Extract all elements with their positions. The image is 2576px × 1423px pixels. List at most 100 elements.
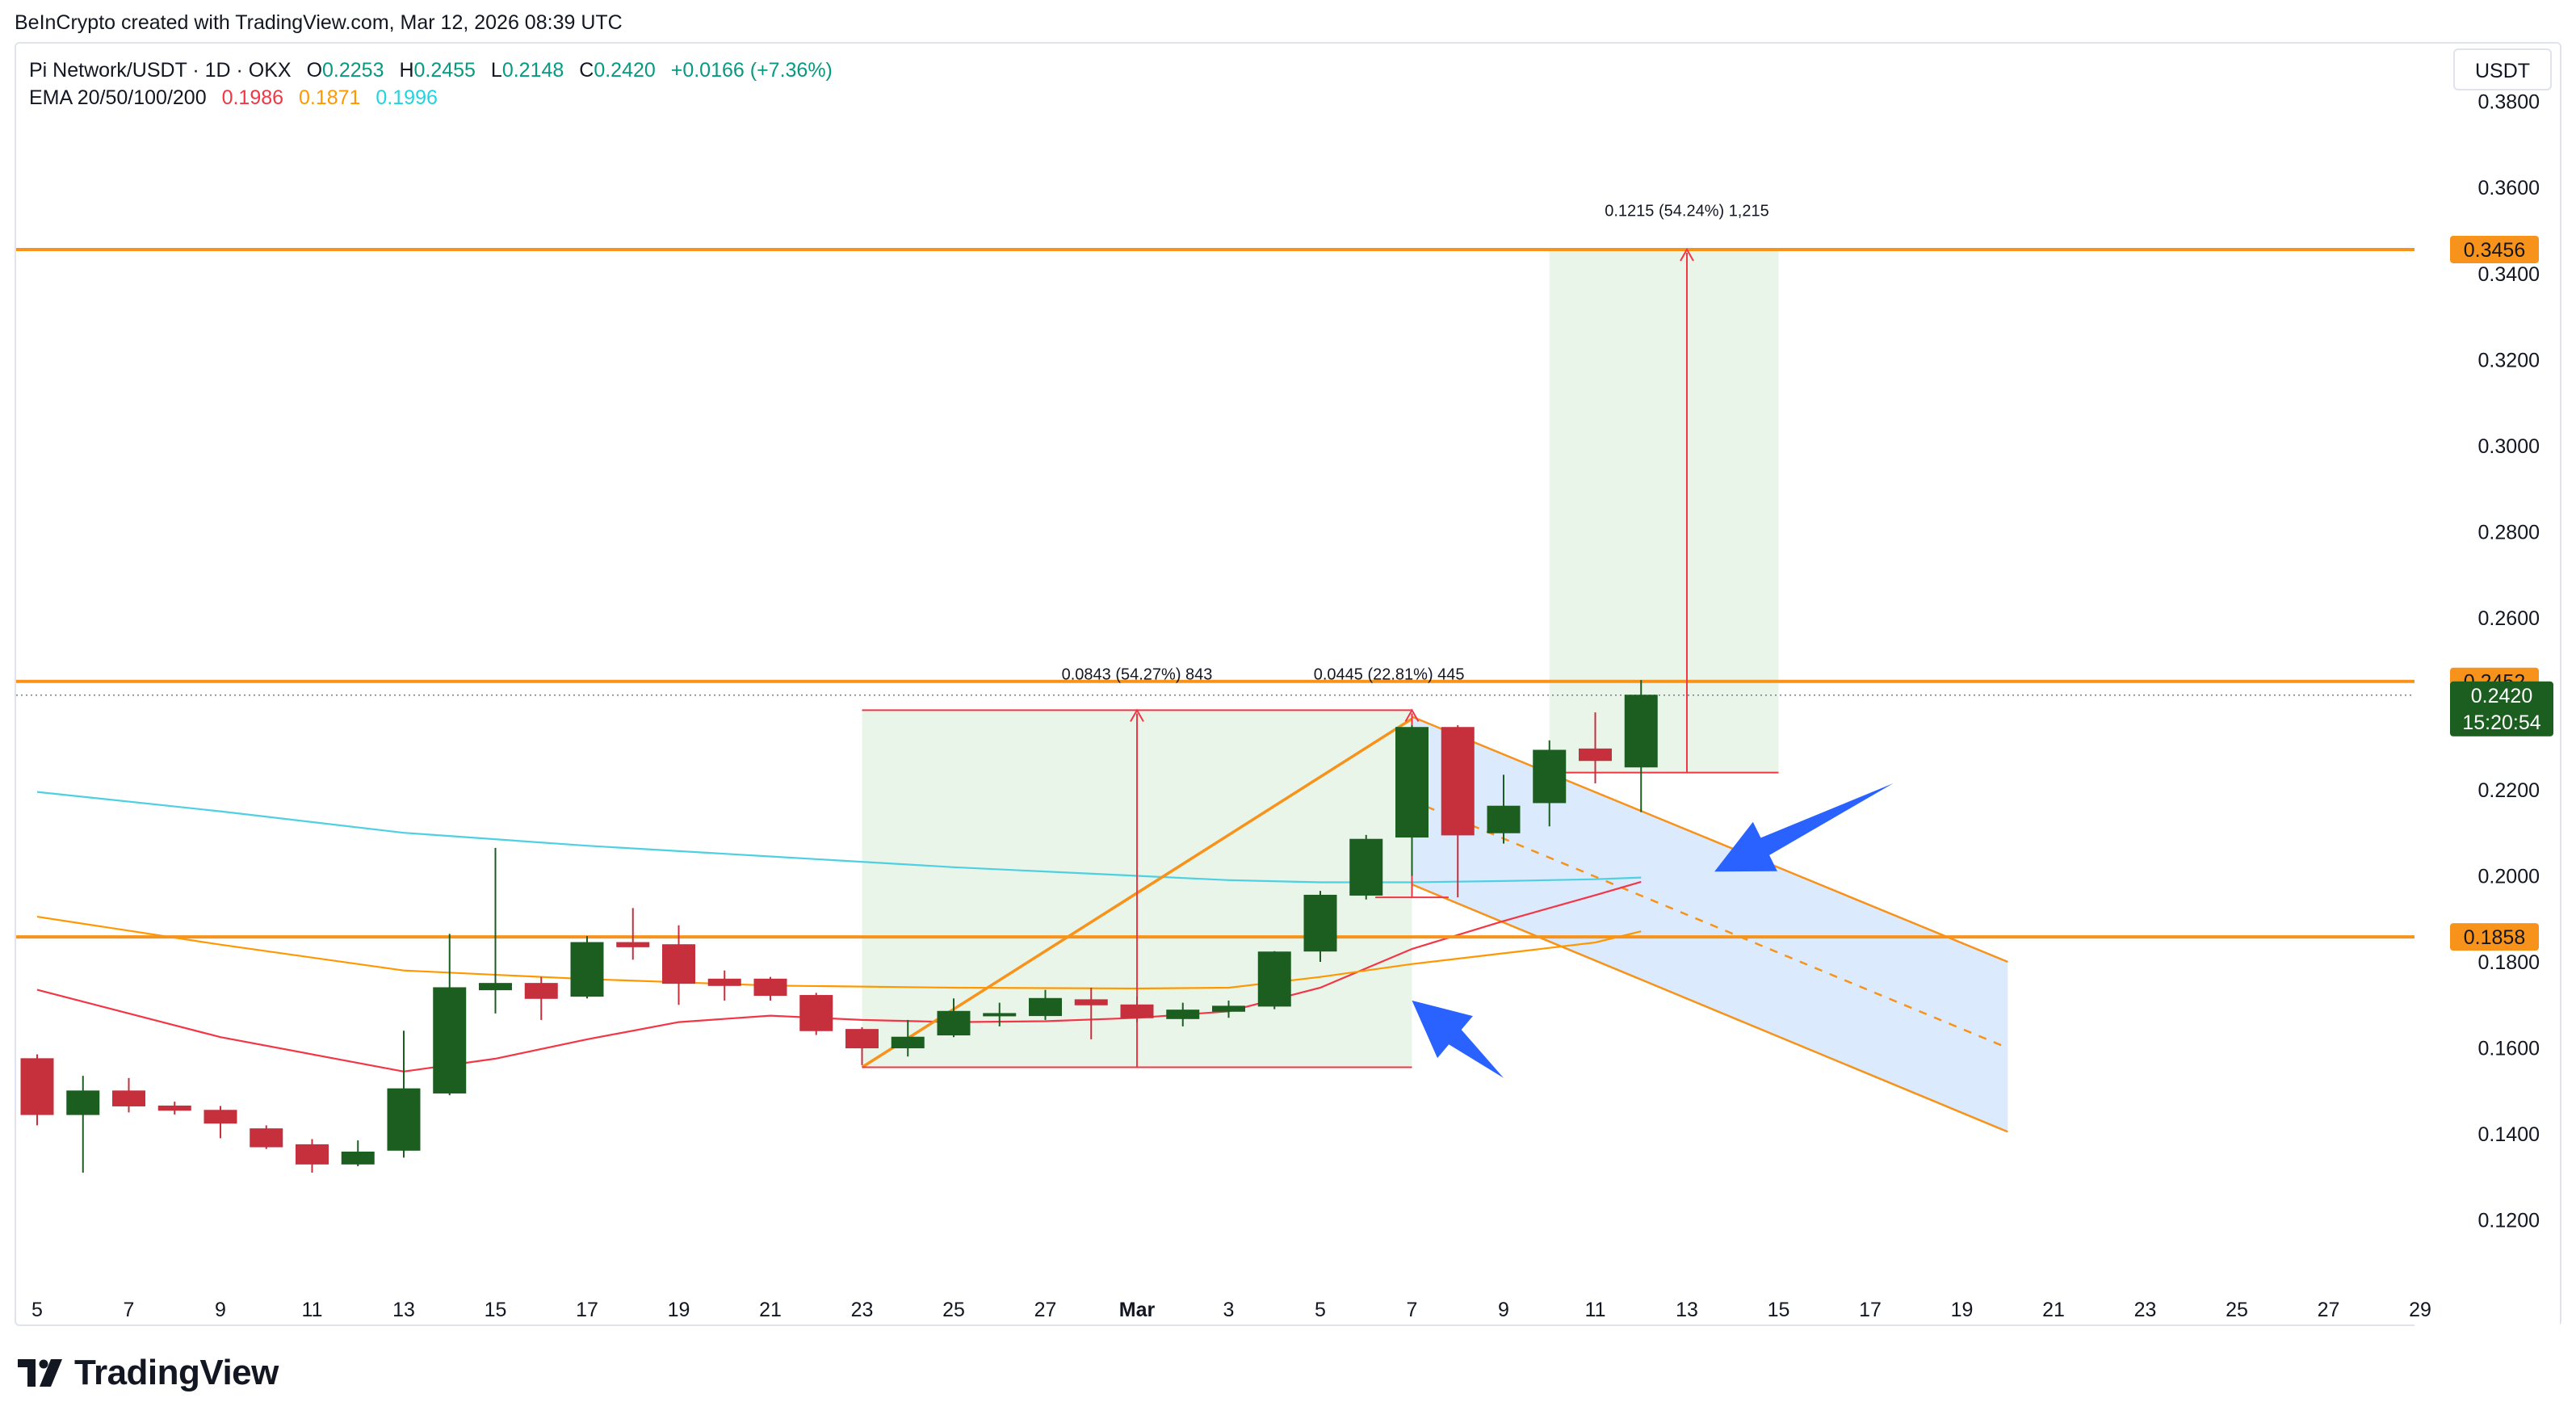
candle-body-36 xyxy=(1624,695,1658,768)
legend: Pi Network/USDT · 1D · OKX O0.2253 H0.24… xyxy=(29,57,842,111)
price-tick-13: 0.1200 xyxy=(2478,1210,2540,1232)
legend-high-label: H xyxy=(399,59,414,82)
legend-high: 0.2455 xyxy=(413,59,476,82)
pointer-arrow-icon-1 xyxy=(1714,783,1894,872)
candle-body-23 xyxy=(1029,997,1062,1017)
legend-low-label: L xyxy=(490,59,502,82)
measure-arrowhead-2 xyxy=(1404,708,1420,722)
price-tick-7: 0.2600 xyxy=(2478,607,2540,630)
candle-body-2 xyxy=(66,1090,100,1115)
channel-mid-line xyxy=(1412,800,2008,1049)
candle-body-10 xyxy=(433,987,467,1093)
candle-body-5 xyxy=(203,1110,237,1124)
tradingview-logo-text: TradingView xyxy=(74,1353,279,1392)
candle-body-22 xyxy=(983,1013,1017,1017)
candle-body-18 xyxy=(799,995,833,1031)
legend-open: 0.2253 xyxy=(322,59,384,82)
level-price-badge-1 xyxy=(2450,235,2539,263)
current-price-badge xyxy=(2450,681,2553,737)
time-tick-1: 5 xyxy=(31,1299,43,1321)
descending-channel-fill xyxy=(1412,716,2008,1132)
candle-body-15 xyxy=(662,944,695,984)
measure-label-3: 0.1215 (54.24%) 1,215 xyxy=(1605,203,1769,220)
level-price-badge-3 xyxy=(2450,923,2539,951)
time-tick-22: 19 xyxy=(1951,1299,1974,1321)
price-tick-10: 0.1800 xyxy=(2478,951,2540,974)
measure-label-2: 0.0445 (22.81%) 445 xyxy=(1314,666,1465,684)
level-price-badge-text-1: 0.3456 xyxy=(2464,239,2525,262)
price-tick-4: 0.3200 xyxy=(2478,349,2540,371)
candle-body-4 xyxy=(157,1105,191,1111)
candle-body-30 xyxy=(1349,838,1383,896)
time-tick-20: 15 xyxy=(1768,1299,1790,1321)
candle-body-7 xyxy=(296,1144,329,1165)
tradingview-logo[interactable]: TradingView xyxy=(18,1350,279,1396)
legend-change: +0.0166 (+7.36%) xyxy=(670,59,833,82)
time-tick-17: 9 xyxy=(1498,1299,1509,1321)
candle-body-27 xyxy=(1212,1005,1245,1012)
candle-body-16 xyxy=(707,978,741,986)
time-tick-2: 7 xyxy=(124,1299,135,1321)
price-tick-9: 0.2000 xyxy=(2478,865,2540,888)
time-tick-9: 21 xyxy=(759,1299,782,1321)
time-tick-14: 3 xyxy=(1223,1299,1235,1321)
price-tick-6: 0.2800 xyxy=(2478,521,2540,544)
time-tick-7: 17 xyxy=(576,1299,598,1321)
candle-body-19 xyxy=(845,1029,879,1049)
channel-upper-line xyxy=(1412,716,2008,963)
time-tick-16: 7 xyxy=(1407,1299,1418,1321)
time-tick-5: 13 xyxy=(392,1299,415,1321)
legend-ema-row: EMA 20/50/100/200 0.1986 0.1871 0.1996 xyxy=(29,84,842,111)
measure-zone-3 xyxy=(1549,249,1779,773)
time-tick-23: 21 xyxy=(2042,1299,2065,1321)
time-tick-10: 23 xyxy=(851,1299,874,1321)
time-tick-6: 15 xyxy=(485,1299,507,1321)
legend-ema20: 0.1986 xyxy=(221,86,284,109)
price-tick-5: 0.3000 xyxy=(2478,435,2540,458)
price-tick-3: 0.3400 xyxy=(2478,263,2540,286)
tradingview-logo-icon xyxy=(18,1359,62,1387)
candle-body-35 xyxy=(1579,748,1612,762)
candle-body-26 xyxy=(1166,1010,1200,1019)
price-tick-8: 0.2200 xyxy=(2478,779,2540,802)
candle-body-1 xyxy=(20,1058,54,1115)
legend-ohlc-row: Pi Network/USDT · 1D · OKX O0.2253 H0.24… xyxy=(29,57,842,84)
channel-lower-line xyxy=(1412,883,2008,1133)
legend-ema-label[interactable]: EMA 20/50/100/200 xyxy=(29,86,207,109)
legend-ema100: 0.1996 xyxy=(375,86,438,109)
candle-body-11 xyxy=(479,983,512,991)
time-tick-11: 25 xyxy=(942,1299,965,1321)
candle-body-17 xyxy=(753,978,787,997)
pointer-arrow-icon-2 xyxy=(1412,1000,1504,1078)
legend-open-label: O xyxy=(306,59,323,82)
candle-body-6 xyxy=(250,1128,283,1148)
candle-body-20 xyxy=(891,1036,925,1049)
time-tick-19: 13 xyxy=(1676,1299,1698,1321)
price-tick-1: 0.3800 xyxy=(2478,91,2540,114)
time-tick-4: 11 xyxy=(302,1299,323,1321)
price-tick-12: 0.1400 xyxy=(2478,1123,2540,1146)
measure-arrowhead-3 xyxy=(1680,247,1694,262)
time-tick-15: 5 xyxy=(1315,1299,1326,1321)
legend-ema50: 0.1871 xyxy=(299,86,361,109)
candle-body-12 xyxy=(524,983,558,999)
time-tick-26: 27 xyxy=(2318,1299,2340,1321)
legend-symbol[interactable]: Pi Network/USDT · 1D · OKX xyxy=(29,59,292,82)
time-tick-21: 17 xyxy=(1859,1299,1882,1321)
time-tick-25: 25 xyxy=(2226,1299,2248,1321)
chart-credit: BeInCrypto created with TradingView.com,… xyxy=(15,11,623,34)
candle-body-32 xyxy=(1441,727,1475,836)
candle-body-3 xyxy=(112,1090,145,1106)
measure-arrowhead-1 xyxy=(1130,708,1144,722)
legend-close: 0.2420 xyxy=(594,59,656,82)
time-tick-27: 29 xyxy=(2409,1299,2431,1321)
candle-countdown-text: 15:20:54 xyxy=(2462,712,2540,734)
candle-body-28 xyxy=(1257,951,1291,1007)
candle-body-9 xyxy=(387,1088,421,1151)
price-tick-11: 0.1600 xyxy=(2478,1038,2540,1060)
candle-body-34 xyxy=(1533,749,1567,804)
measure-label-1: 0.0843 (54.27%) 843 xyxy=(1062,666,1213,684)
currency-unit-button[interactable]: USDT xyxy=(2453,48,2552,90)
candle-body-21 xyxy=(937,1010,971,1036)
